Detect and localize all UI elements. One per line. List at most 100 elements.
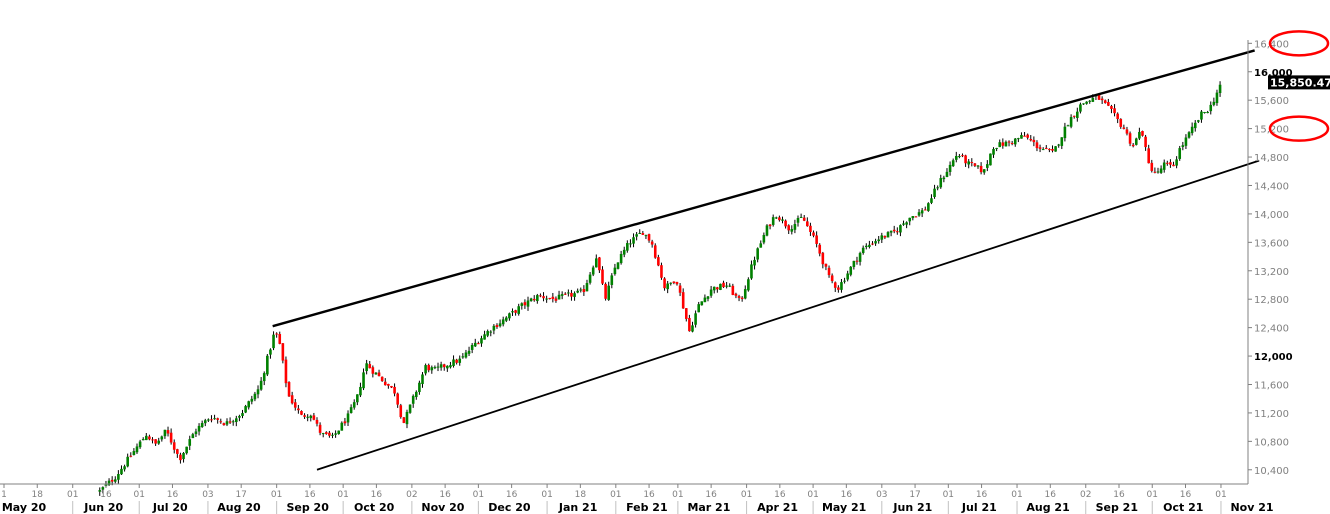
- candle-body: [601, 269, 604, 284]
- x-day-label: 01: [610, 490, 621, 500]
- candle-body: [930, 198, 933, 203]
- candle-body: [995, 147, 998, 149]
- candle-body: [833, 282, 837, 288]
- candle-body: [815, 235, 818, 244]
- annotations: [1268, 30, 1330, 142]
- candle-body: [126, 456, 129, 467]
- x-day-label: 01: [1147, 490, 1158, 500]
- candle-body: [843, 280, 846, 282]
- candle-body: [1076, 111, 1079, 118]
- candle-body: [113, 479, 117, 482]
- x-day-label: 01: [133, 490, 144, 500]
- candle-body: [604, 283, 607, 299]
- x-day-label: 03: [876, 490, 887, 500]
- candle-body: [989, 153, 992, 166]
- candle-body: [486, 331, 489, 336]
- candle-body: [414, 391, 418, 398]
- candle-body: [203, 420, 207, 424]
- candle-body: [917, 212, 921, 216]
- x-month-label: Oct 20: [354, 501, 395, 514]
- candle-body: [672, 281, 676, 283]
- candle-body: [442, 364, 446, 368]
- candle-body: [706, 296, 710, 299]
- trendlines: [272, 49, 1260, 471]
- x-day-label: 01: [672, 490, 683, 500]
- candle-body: [861, 247, 865, 253]
- x-day-label: 01: [807, 490, 818, 500]
- candle-body: [253, 393, 257, 400]
- candle-body: [328, 432, 331, 436]
- candle-body: [132, 451, 136, 455]
- y-tick-label: 10,800: [1254, 437, 1289, 448]
- candle-body: [467, 350, 471, 354]
- candle-body: [182, 453, 185, 460]
- candle-body: [638, 232, 642, 234]
- candle-body: [675, 281, 679, 285]
- candle-body: [1054, 146, 1057, 152]
- candle-body: [1010, 143, 1014, 145]
- candle-body: [337, 430, 341, 435]
- candle-body: [1212, 101, 1216, 105]
- candle-body: [1178, 148, 1182, 159]
- candle-body: [511, 311, 514, 313]
- candle-body: [383, 381, 387, 386]
- candle-body: [1141, 131, 1144, 136]
- candle-body: [712, 286, 716, 291]
- candle-body: [954, 155, 958, 160]
- candle-body: [824, 263, 828, 267]
- candle-body: [1172, 164, 1175, 167]
- candle-body: [622, 249, 626, 255]
- candle-body: [734, 293, 738, 296]
- candle-body: [1206, 112, 1209, 114]
- candle-body: [1190, 126, 1194, 134]
- candle-body: [560, 294, 564, 296]
- x-day-label: 01: [67, 490, 78, 500]
- candle-body: [1097, 94, 1101, 100]
- candle-body: [809, 225, 812, 232]
- candle-body: [321, 433, 325, 435]
- candle-body: [194, 431, 198, 435]
- candle-body: [197, 425, 201, 432]
- candle-body: [802, 217, 806, 221]
- candle-body: [892, 229, 896, 232]
- x-month-label: Jun 20: [83, 501, 123, 514]
- candles: [98, 81, 1222, 496]
- candle-body: [709, 289, 713, 296]
- candle-body: [967, 161, 970, 165]
- candle-body: [402, 417, 406, 423]
- candle-body: [377, 372, 381, 377]
- candle-body: [573, 293, 576, 297]
- candle-body: [1138, 131, 1141, 139]
- candle-body: [650, 241, 654, 245]
- candle-body: [846, 273, 849, 280]
- candle-body: [619, 253, 623, 264]
- candle-body: [489, 331, 493, 333]
- candle-body: [657, 257, 660, 266]
- candle-body: [405, 411, 409, 425]
- x-day-label: 17: [235, 490, 246, 500]
- candle-body: [188, 439, 192, 446]
- candle-body: [1187, 132, 1191, 138]
- candle-body: [914, 216, 918, 218]
- candle-body: [1041, 149, 1045, 151]
- candle-body: [542, 296, 545, 299]
- x-day-label: 16: [976, 490, 988, 500]
- candle-body: [532, 298, 536, 301]
- candle-body: [1119, 118, 1123, 127]
- candle-body: [1085, 101, 1088, 104]
- candle-body: [871, 243, 874, 245]
- candle-body: [452, 359, 455, 366]
- candle-body: [374, 372, 378, 375]
- candle-body: [523, 302, 527, 306]
- candle-body: [784, 220, 787, 227]
- candle-body: [719, 283, 722, 290]
- candle-body: [135, 446, 139, 453]
- candle-body: [896, 231, 899, 233]
- candle-body: [1035, 142, 1039, 149]
- candle-body: [334, 433, 337, 435]
- candle-body: [1020, 135, 1023, 139]
- candle-body: [750, 264, 753, 279]
- candle-body: [362, 372, 365, 389]
- candle-body: [681, 292, 685, 309]
- candle-body: [290, 395, 294, 404]
